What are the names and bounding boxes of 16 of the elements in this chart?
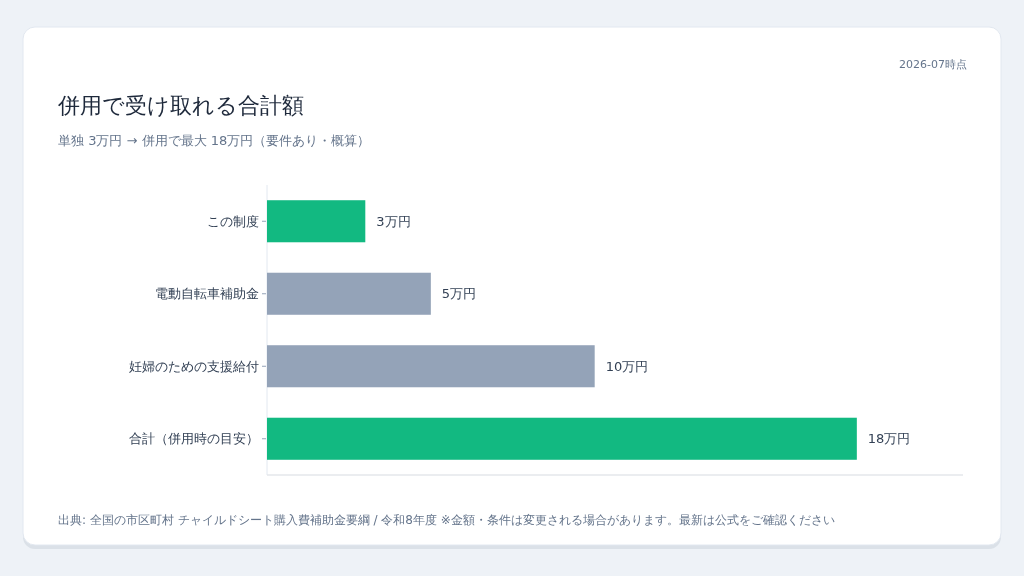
data-label: 3万円 [376,213,411,229]
chart-subtitle: 単独 3万円 → 併用で最大 18万円（要件あり・概算） [58,133,371,148]
bar [267,272,431,315]
chart-title: 併用で受け取れる合計額 [57,93,304,118]
data-label: 10万円 [605,358,649,374]
y-tick-label: 妊婦のための支援給付 [129,358,259,374]
y-tick-label: この制度 [207,213,259,229]
bar [267,417,857,460]
y-tick-label: 電動自転車補助金 [155,286,259,302]
y-tick-label: 合計（併用時の目安） [129,431,259,447]
data-label: 5万円 [441,286,477,302]
bar [267,345,595,388]
text: 2026-07時点 [899,58,967,71]
bar [267,200,366,243]
data-label: 18万円 [867,431,911,447]
source-note: 出典: 全国の市区町村 チャイルドシート購入費補助金要綱 / 令和8年度 ※金額・条件は変更される場合があります。最新は公式をご確認ください [58,513,835,527]
